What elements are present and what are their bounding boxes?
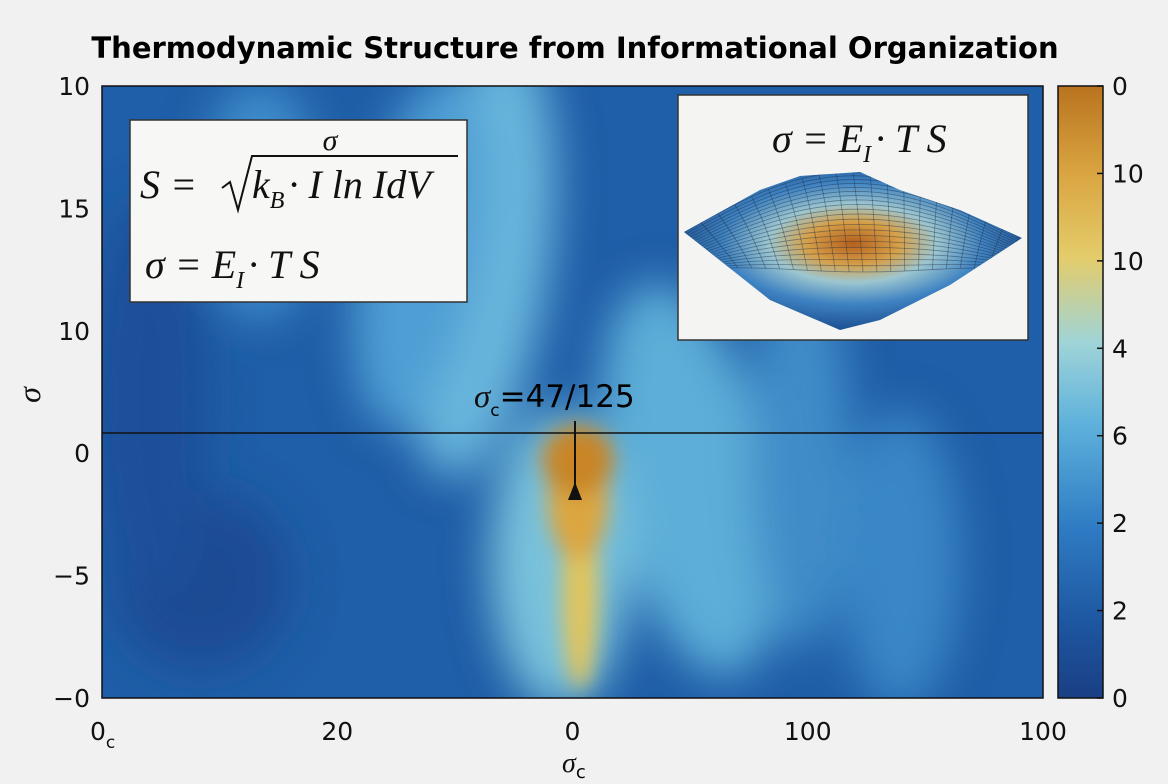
mesh-line bbox=[691, 186, 1019, 240]
mesh-line bbox=[697, 199, 1016, 245]
mesh-line bbox=[695, 195, 1017, 244]
mesh-line bbox=[715, 246, 1007, 262]
annotation-sub: c bbox=[490, 401, 499, 421]
eq-line2-rest: · T S bbox=[248, 242, 320, 287]
annotation-symbol: σ bbox=[474, 379, 492, 415]
annotation: σc=47/125 bbox=[474, 379, 635, 421]
y-axis-label: σ bbox=[11, 386, 47, 403]
x-axis-symbol: σ bbox=[562, 748, 577, 779]
mesh-line bbox=[723, 267, 1003, 273]
colorbar-tick-label: 6 bbox=[1112, 422, 1128, 451]
eq-line2-sub: I bbox=[235, 268, 245, 294]
mesh-line bbox=[709, 229, 1010, 256]
mesh-line bbox=[700, 222, 739, 269]
inset-sub: I bbox=[862, 142, 872, 168]
radicand-sub: B bbox=[270, 188, 285, 214]
radicand: k bbox=[252, 162, 271, 207]
mesh-line bbox=[751, 196, 780, 270]
y-tick-label: −5 bbox=[53, 562, 90, 591]
colorbar-tick-label: 10 bbox=[1112, 159, 1144, 188]
plot-frame bbox=[101, 85, 1044, 699]
eq-numerator: σ bbox=[323, 124, 339, 157]
radicand-rest: · I ln IdV bbox=[288, 162, 435, 207]
eq-line2-lhs: σ = E bbox=[145, 242, 236, 287]
radical bbox=[221, 155, 458, 214]
mesh-line bbox=[818, 174, 836, 272]
chart-title: Thermodynamic Structure from Information… bbox=[91, 31, 1058, 65]
mesh-line bbox=[703, 213, 1013, 251]
inset-equation: σ = EI · T S bbox=[772, 116, 947, 168]
mesh-line bbox=[693, 190, 1018, 242]
x-axis-label: σc bbox=[562, 748, 586, 783]
inset-rest: · T S bbox=[875, 116, 947, 161]
colorbar-tick-label: 4 bbox=[1112, 334, 1128, 363]
mesh-line bbox=[717, 253, 1006, 263]
y-tick-label: 15 bbox=[58, 194, 90, 223]
x-tick-label: 0 bbox=[565, 717, 581, 746]
mesh-line bbox=[713, 240, 1008, 260]
mesh-line bbox=[719, 259, 1005, 265]
equation-box bbox=[129, 119, 468, 303]
inset-lhs: σ = E bbox=[772, 116, 863, 161]
colorbar bbox=[1057, 85, 1104, 699]
mesh-line bbox=[886, 174, 892, 272]
x-tick-label: 20 bbox=[321, 717, 353, 746]
eq-line1-lhs: S = bbox=[140, 162, 197, 207]
mesh-line bbox=[801, 178, 822, 272]
mesh-line bbox=[701, 208, 1014, 249]
colorbar-tick-label: 10 bbox=[1112, 247, 1144, 276]
y-tick-label: 10 bbox=[58, 72, 90, 101]
colorbar-tick-label: 0 bbox=[1112, 72, 1128, 101]
mesh-line bbox=[835, 172, 850, 272]
mesh-line bbox=[768, 189, 794, 270]
mesh-line bbox=[711, 235, 1009, 258]
mesh-line bbox=[785, 183, 808, 271]
colorbar-tick-label: 2 bbox=[1112, 509, 1128, 538]
colorbar-tick-label: 0 bbox=[1112, 684, 1128, 713]
x-tick-label: 100 bbox=[1019, 717, 1067, 746]
x-tick-sub: c bbox=[106, 733, 115, 753]
mesh-line bbox=[721, 264, 1004, 267]
marker-arrow bbox=[568, 482, 582, 500]
mesh-line bbox=[707, 223, 1011, 254]
mesh-line bbox=[852, 172, 864, 273]
y-tick-label: 0 bbox=[74, 439, 90, 468]
mesh-line bbox=[699, 203, 1015, 247]
colorbar-tick-label: 2 bbox=[1112, 597, 1128, 626]
surface-plot bbox=[684, 172, 1022, 330]
eq-line2: σ = EI · T S bbox=[145, 242, 320, 294]
mesh-line bbox=[717, 213, 753, 269]
annotation-rest: =47/125 bbox=[500, 379, 635, 415]
x-tick-label: 100 bbox=[784, 717, 832, 746]
mesh-line bbox=[705, 218, 1012, 253]
mesh-line bbox=[869, 172, 878, 272]
y-tick-label: −0 bbox=[53, 684, 90, 713]
y-tick-label: 10 bbox=[58, 317, 90, 346]
x-tick-main: 0 bbox=[90, 717, 106, 746]
eq-line1: kB · I ln IdV bbox=[252, 162, 435, 214]
x-axis-sub: c bbox=[576, 762, 586, 783]
mesh-line bbox=[734, 204, 767, 269]
x-tick-label: 0c bbox=[90, 717, 115, 753]
